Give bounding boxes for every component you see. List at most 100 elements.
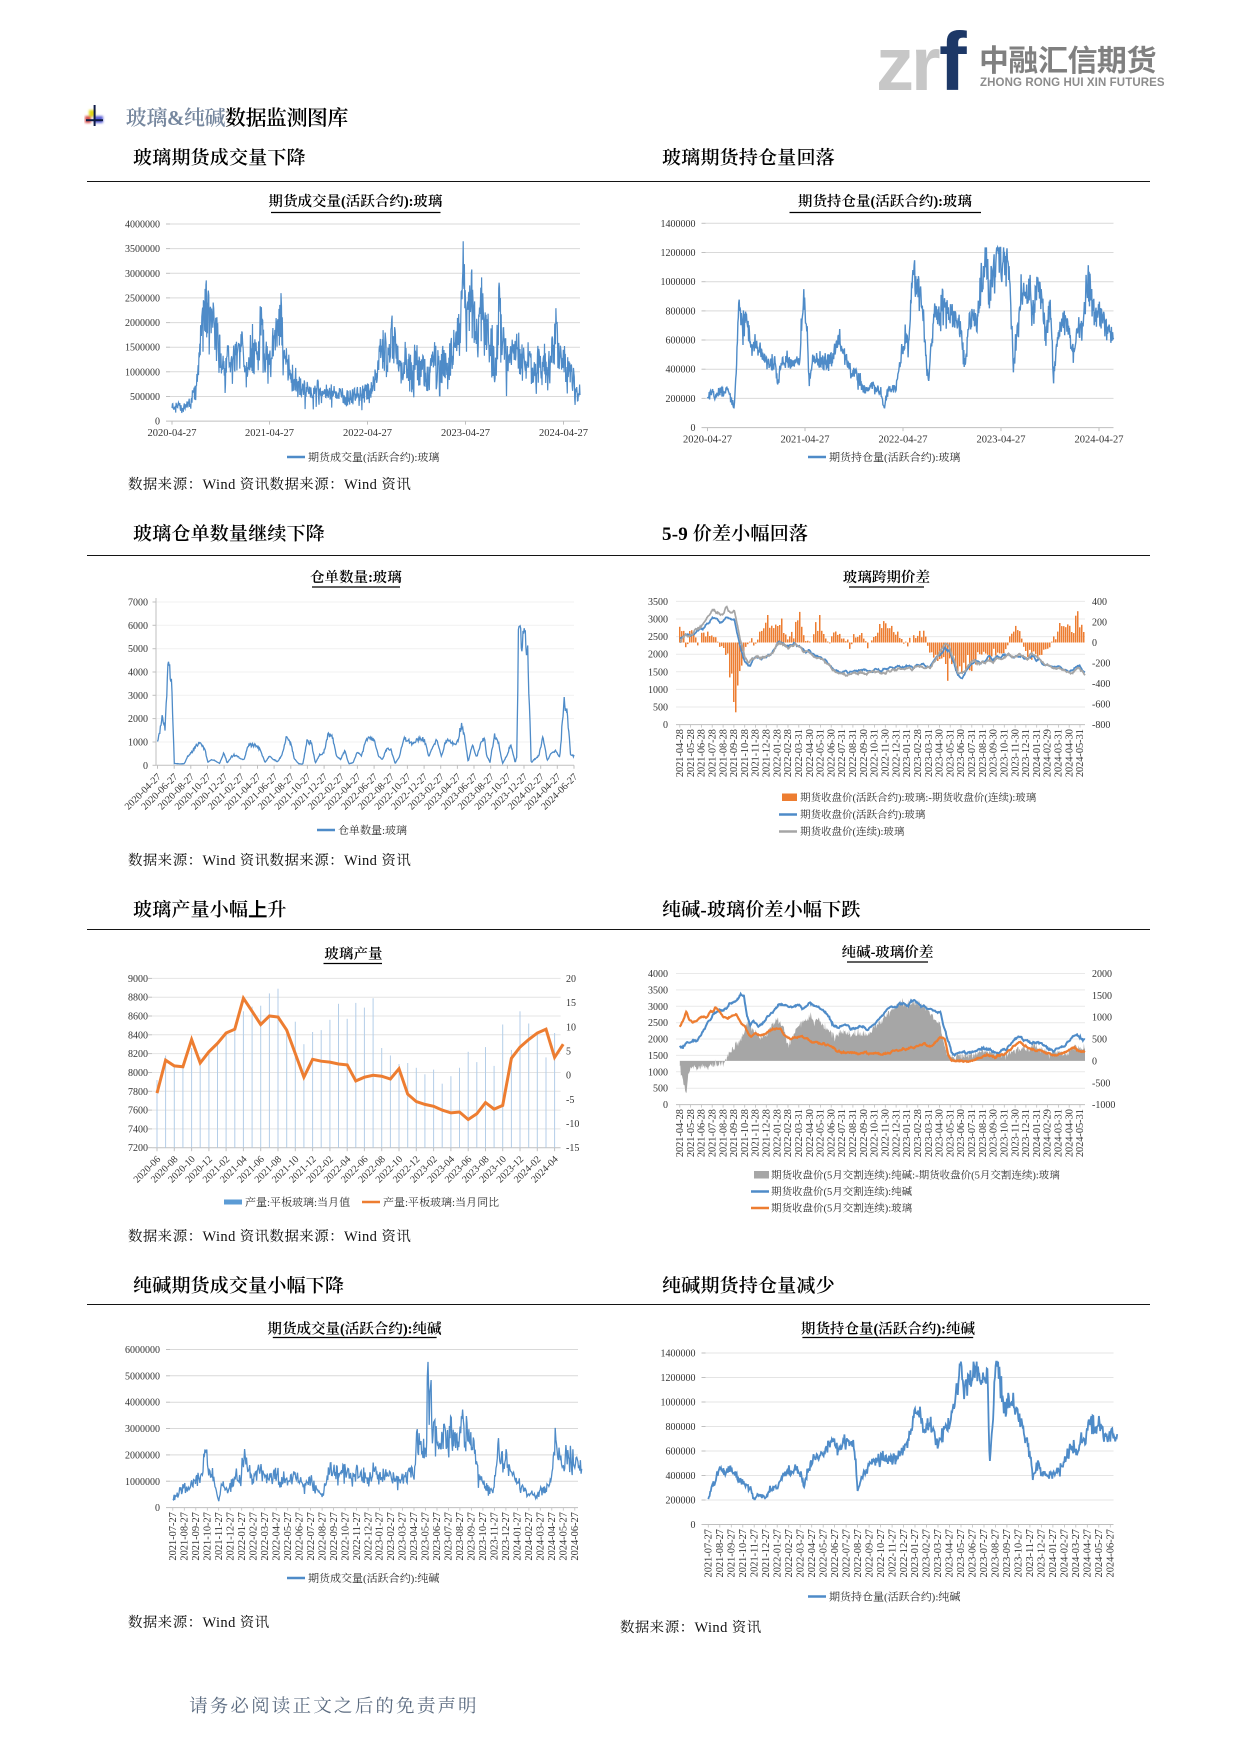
svg-text:2022-02-28: 2022-02-28	[783, 729, 794, 777]
svg-text:200000: 200000	[666, 1496, 696, 1507]
svg-text:7000: 7000	[128, 598, 148, 609]
svg-text:1000: 1000	[648, 685, 668, 696]
svg-text:2023-03-31: 2023-03-31	[924, 1109, 935, 1157]
svg-text:0: 0	[691, 423, 696, 434]
svg-text:2023-09-30: 2023-09-30	[989, 729, 1000, 777]
svg-text:2021-05-28: 2021-05-28	[686, 729, 697, 777]
svg-text:2021-11-27: 2021-11-27	[214, 1512, 225, 1560]
svg-text:1500000: 1500000	[125, 343, 160, 354]
svg-text:2023-06-30: 2023-06-30	[956, 1109, 967, 1157]
svg-text:2024-06-27: 2024-06-27	[570, 1512, 581, 1560]
svg-text:2023-11-30: 2023-11-30	[1010, 1109, 1021, 1157]
svg-text:8400: 8400	[128, 1030, 148, 1041]
svg-text:2021-10-27: 2021-10-27	[738, 1529, 749, 1577]
svg-text:0: 0	[1092, 638, 1097, 649]
svg-text:2022-07-31: 2022-07-31	[837, 729, 848, 777]
svg-text:2023-10-27: 2023-10-27	[1014, 1529, 1025, 1577]
svg-text:400000: 400000	[666, 1471, 696, 1482]
svg-text:2023-04-27: 2023-04-27	[977, 435, 1026, 446]
svg-text:1500: 1500	[648, 667, 668, 678]
svg-text:1000000: 1000000	[661, 277, 696, 288]
svg-text:2023-03-31: 2023-03-31	[924, 729, 935, 777]
svg-text:0: 0	[663, 1100, 668, 1111]
svg-text:3500: 3500	[648, 985, 668, 996]
svg-text:2000000: 2000000	[125, 1450, 160, 1461]
svg-text:2024-03-31: 2024-03-31	[1054, 1109, 1065, 1157]
svg-text:2022-04-30: 2022-04-30	[805, 1109, 816, 1157]
svg-text:1000: 1000	[648, 1067, 668, 1078]
svg-text:2023-07-27: 2023-07-27	[979, 1529, 990, 1577]
svg-text:1000000: 1000000	[661, 1398, 696, 1409]
svg-text:3000: 3000	[648, 1002, 668, 1013]
svg-text:2023-08-27: 2023-08-27	[455, 1512, 466, 1560]
svg-text:2023-04-30: 2023-04-30	[935, 1109, 946, 1157]
svg-text:2021-04-28: 2021-04-28	[675, 1109, 686, 1157]
svg-text:2023-12-31: 2023-12-31	[1021, 1109, 1032, 1157]
svg-text:期货持仓量(活跃合约):纯碱: 期货持仓量(活跃合约):纯碱	[801, 1321, 975, 1338]
svg-text:2022-12-27: 2022-12-27	[899, 1529, 910, 1577]
svg-text:期货收盘价(活跃合约):玻璃:-期货收盘价(连续):玻璃: 期货收盘价(活跃合约):玻璃:-期货收盘价(连续):玻璃	[800, 791, 1037, 804]
svg-text:2021-07-27: 2021-07-27	[168, 1512, 179, 1560]
svg-text:0: 0	[691, 1520, 696, 1531]
svg-text:2021-11-28: 2021-11-28	[751, 1109, 762, 1157]
svg-text:2021-04-27: 2021-04-27	[781, 435, 830, 446]
svg-text:2024-03-27: 2024-03-27	[1071, 1529, 1082, 1577]
svg-text:2022-10-31: 2022-10-31	[870, 1109, 881, 1157]
svg-text:1000000: 1000000	[125, 367, 160, 378]
svg-text:2024-02-27: 2024-02-27	[524, 1512, 535, 1560]
svg-text:2023-04-27: 2023-04-27	[945, 1529, 956, 1577]
svg-text:3500000: 3500000	[125, 244, 160, 255]
svg-text:2022-10-27: 2022-10-27	[876, 1529, 887, 1577]
svg-text:2500: 2500	[648, 1018, 668, 1029]
svg-text:2022-05-27: 2022-05-27	[818, 1529, 829, 1577]
svg-text:0: 0	[1092, 1056, 1097, 1067]
svg-text:2023-09-27: 2023-09-27	[467, 1512, 478, 1560]
svg-text:2022-07-27: 2022-07-27	[306, 1512, 317, 1560]
svg-text:1000000: 1000000	[125, 1477, 160, 1488]
svg-text:7400: 7400	[128, 1124, 148, 1135]
svg-text:8600: 8600	[128, 1012, 148, 1023]
svg-text:2022-04-30: 2022-04-30	[805, 729, 816, 777]
svg-text:期货成交量(活跃合约):玻璃: 期货成交量(活跃合约):玻璃	[308, 451, 439, 464]
svg-text:2022-04-27: 2022-04-27	[271, 1512, 282, 1560]
svg-text:2023-03-27: 2023-03-27	[933, 1529, 944, 1577]
svg-text:500000: 500000	[130, 392, 160, 403]
svg-text:2024-01-31: 2024-01-31	[1032, 729, 1043, 777]
svg-text:2024-03-31: 2024-03-31	[1054, 729, 1065, 777]
svg-text:2021-05-28: 2021-05-28	[686, 1109, 697, 1157]
svg-text:2023-08-31: 2023-08-31	[978, 729, 989, 777]
svg-text:2023-05-27: 2023-05-27	[421, 1512, 432, 1560]
svg-text:6000000: 6000000	[125, 1345, 160, 1356]
svg-text:2021-07-28: 2021-07-28	[707, 1109, 718, 1157]
svg-text:2021-11-27: 2021-11-27	[749, 1529, 760, 1577]
svg-text:0: 0	[566, 1071, 571, 1082]
svg-text:2024-04-27: 2024-04-27	[547, 1512, 558, 1560]
svg-text:2022-08-31: 2022-08-31	[848, 729, 859, 777]
svg-text:2023-05-31: 2023-05-31	[945, 729, 956, 777]
svg-text:2000: 2000	[128, 714, 148, 725]
svg-text:期货成交量(活跃合约):纯碱: 期货成交量(活跃合约):纯碱	[268, 1321, 442, 1338]
svg-text:8000: 8000	[128, 1068, 148, 1079]
svg-text:2024-04-27: 2024-04-27	[539, 428, 588, 439]
svg-text:期货收盘价(5月交割连续):纯碱:-期货收盘价(5月交割连续: 期货收盘价(5月交割连续):纯碱:-期货收盘价(5月交割连续):玻璃	[771, 1169, 1060, 1182]
svg-text:4000: 4000	[128, 667, 148, 678]
svg-text:2022-01-28: 2022-01-28	[772, 1109, 783, 1157]
svg-text:期货收盘价(5月交割连续):玻璃: 期货收盘价(5月交割连续):玻璃	[771, 1202, 913, 1215]
svg-text:-600: -600	[1092, 700, 1110, 711]
svg-text:3000: 3000	[648, 615, 668, 626]
svg-text:15: 15	[566, 998, 576, 1009]
svg-text:0: 0	[155, 1503, 160, 1514]
svg-text:-200: -200	[1092, 658, 1110, 669]
svg-text:2021-07-27: 2021-07-27	[704, 1529, 715, 1577]
svg-text:2022-12-31: 2022-12-31	[891, 729, 902, 777]
svg-text:2023-05-31: 2023-05-31	[945, 1109, 956, 1157]
svg-text:2023-02-27: 2023-02-27	[922, 1529, 933, 1577]
svg-text:2022-05-27: 2022-05-27	[283, 1512, 294, 1560]
svg-text:2021-08-28: 2021-08-28	[718, 1109, 729, 1157]
svg-text:2023-04-27: 2023-04-27	[409, 1512, 420, 1560]
svg-text:7200: 7200	[128, 1143, 148, 1154]
svg-text:2021-12-28: 2021-12-28	[762, 1109, 773, 1157]
svg-text:2022-09-27: 2022-09-27	[329, 1512, 340, 1560]
svg-text:2022-08-27: 2022-08-27	[317, 1512, 328, 1560]
svg-text:2021-09-28: 2021-09-28	[729, 1109, 740, 1157]
